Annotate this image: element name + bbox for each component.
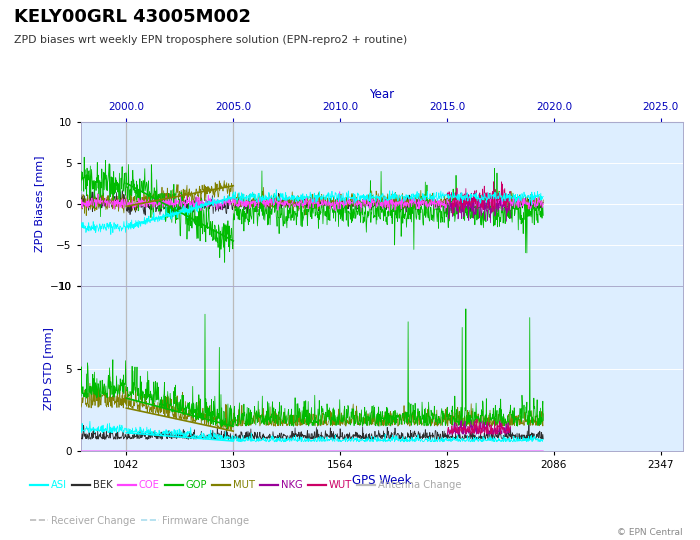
Y-axis label: ZPD STD [mm]: ZPD STD [mm] (43, 327, 52, 410)
Legend: ASI, BEK, COE, GOP, MUT, NKG, WUT, Antenna Change: ASI, BEK, COE, GOP, MUT, NKG, WUT, Anten… (26, 476, 466, 495)
X-axis label: GPS Week: GPS Week (351, 474, 412, 487)
Text: ZPD biases wrt weekly EPN troposphere solution (EPN-repro2 + routine): ZPD biases wrt weekly EPN troposphere so… (14, 35, 407, 45)
X-axis label: Year: Year (369, 89, 394, 102)
Legend: Receiver Change, Firmware Change: Receiver Change, Firmware Change (26, 511, 253, 530)
Y-axis label: ZPD Biases [mm]: ZPD Biases [mm] (34, 156, 44, 252)
Text: © EPN Central: © EPN Central (617, 528, 682, 537)
Text: KELY00GRL 43005M002: KELY00GRL 43005M002 (14, 8, 251, 26)
